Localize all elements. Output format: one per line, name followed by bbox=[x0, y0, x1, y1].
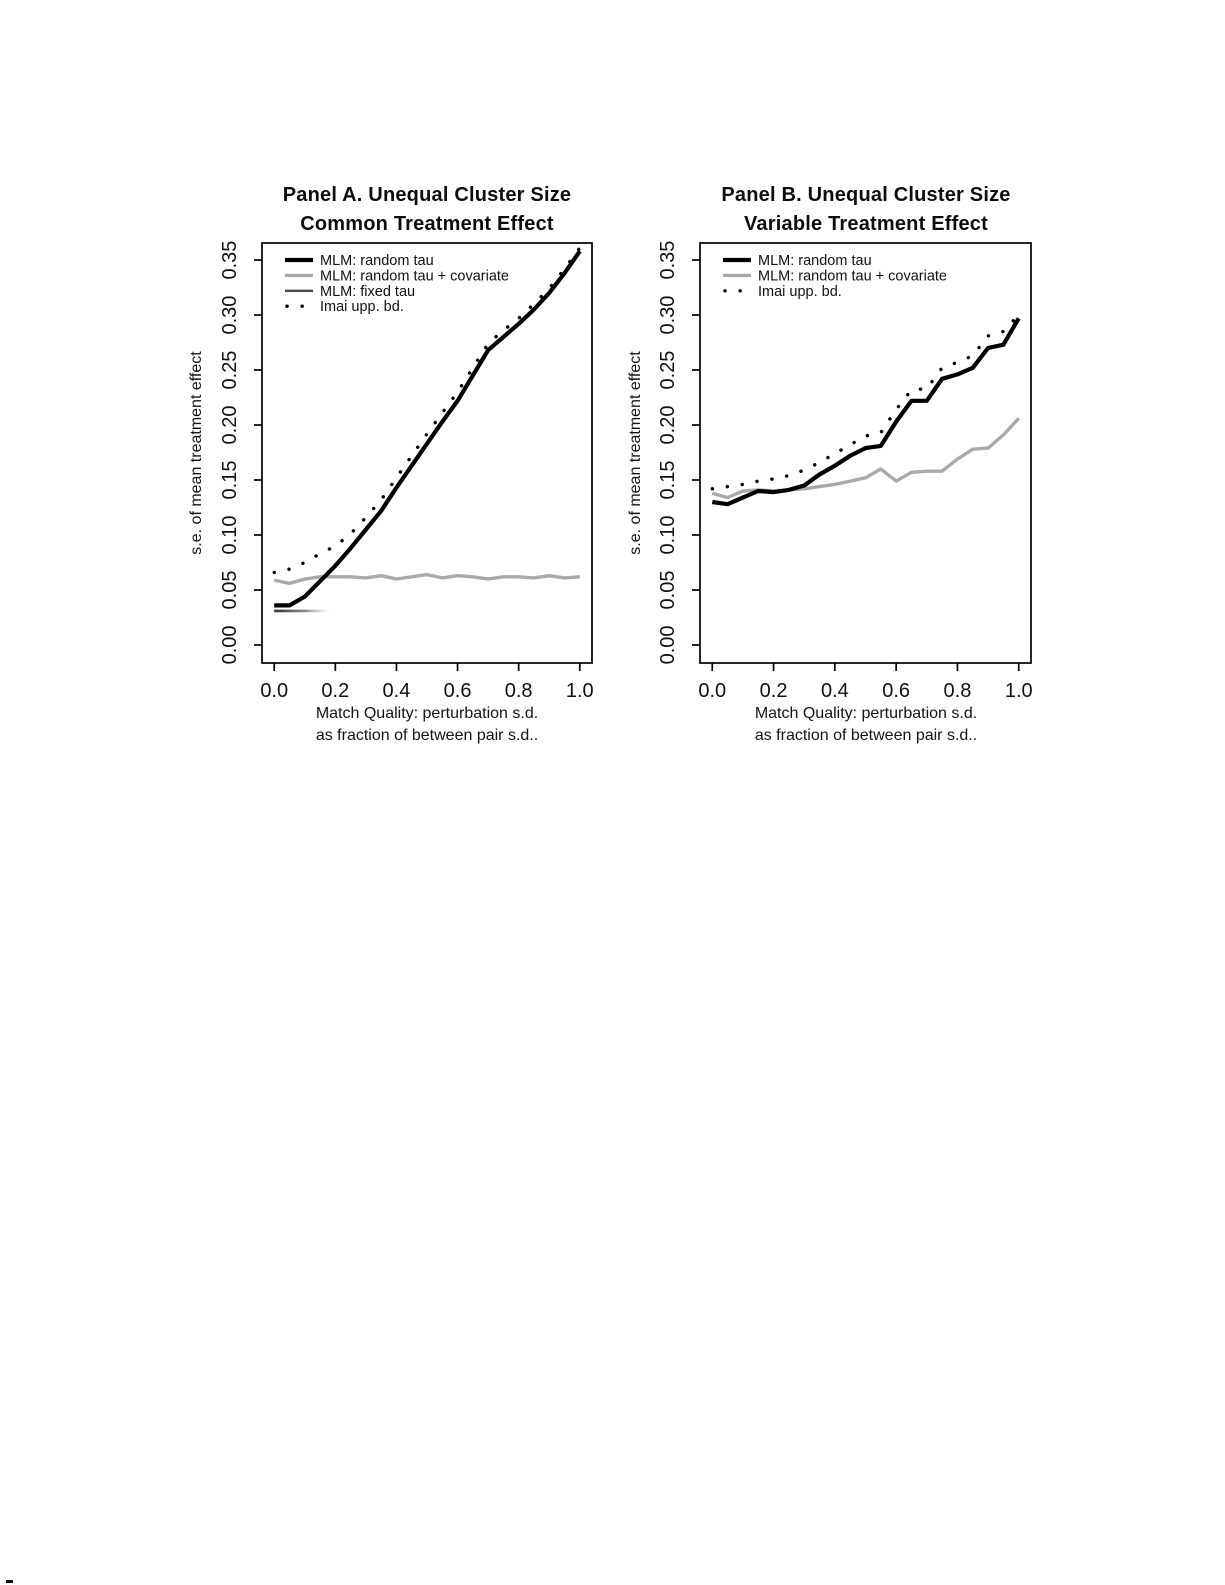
panel-b-x-axis-label-line2: as fraction of between pair s.d.. bbox=[754, 726, 978, 744]
panel-a-x-axis-label: Match Quality: perturbation s.d. as frac… bbox=[232, 703, 622, 746]
x-tick-label: 0.6 bbox=[882, 680, 910, 702]
y-tick-label: 0.05 bbox=[219, 571, 241, 610]
y-tick-label: 0.20 bbox=[219, 406, 241, 445]
series-mlm-random-tau bbox=[712, 317, 1021, 507]
panel-a-plot-area: 0.0 0.2 0.4 0.6 0.8 1.0 0.00 0.05 0.10 0.15 0.20 0.… bbox=[219, 241, 594, 702]
panel-b-plot-area: 0.0 0.2 0.4 0.6 0.8 1.0 0.00 0.05 0.10 0.15 0.20 0.… bbox=[657, 241, 1033, 702]
y-tick-label: 0.00 bbox=[657, 625, 679, 664]
x-tick-label: 1.0 bbox=[1005, 680, 1033, 702]
x-tick-label: 1.0 bbox=[566, 680, 594, 702]
x-tick-label: 0.2 bbox=[321, 680, 349, 702]
x-tick-label: 0.4 bbox=[821, 680, 849, 702]
x-tick-label: 0.8 bbox=[505, 680, 533, 702]
panel-a-title-line2: Common Treatment Effect bbox=[300, 213, 554, 235]
y-tick-label: 0.10 bbox=[219, 516, 241, 555]
panel-b-x-axis-label: Match Quality: perturbation s.d. as frac… bbox=[671, 703, 1061, 746]
y-tick-label: 0.15 bbox=[657, 461, 679, 500]
x-tick-label: 0.8 bbox=[944, 680, 972, 702]
legend-label: MLM: random tau bbox=[320, 253, 434, 269]
x-tick-label: 0.4 bbox=[383, 680, 411, 702]
y-tick-label: 0.10 bbox=[657, 516, 679, 555]
y-tick-label: 0.25 bbox=[657, 351, 679, 390]
y-tick-label: 0.05 bbox=[657, 571, 679, 610]
panel-b-title: Panel B. Unequal Cluster Size Variable T… bbox=[671, 181, 1061, 239]
y-tick-label: 0.25 bbox=[219, 351, 241, 390]
x-tick-label: 0.0 bbox=[260, 680, 288, 702]
panel-b-y-axis-label: s.e. of mean treatment effect bbox=[627, 351, 644, 555]
legend-label: MLM: random tau bbox=[758, 253, 872, 269]
panel-a-title-line1: Panel A. Unequal Cluster Size bbox=[282, 184, 572, 206]
y-tick-label: 0.35 bbox=[657, 241, 679, 280]
series-imai-upp-bd bbox=[272, 246, 582, 575]
x-tick-label: 0.6 bbox=[444, 680, 472, 702]
legend-label: MLM: fixed tau bbox=[320, 284, 415, 300]
panel-a-title: Panel A. Unequal Cluster Size Common Tre… bbox=[232, 181, 622, 239]
ink-speck bbox=[6, 1580, 13, 1583]
panel-b-title-line2: Variable Treatment Effect bbox=[744, 213, 988, 235]
legend-label: MLM: random tau + covariate bbox=[320, 268, 509, 284]
legend-label: MLM: random tau + covariate bbox=[758, 268, 947, 284]
y-tick-label: 0.30 bbox=[657, 296, 679, 335]
plot-box bbox=[261, 242, 593, 664]
series-imai-upp-bd bbox=[710, 313, 1021, 491]
y-tick-label: 0.30 bbox=[219, 296, 241, 335]
plot-box bbox=[699, 242, 1032, 664]
series-mlm-random-tau bbox=[274, 250, 582, 608]
y-tick-label: 0.15 bbox=[219, 461, 241, 500]
panel-b-title-line1: Panel B. Unequal Cluster Size bbox=[721, 184, 1011, 206]
y-tick-label: 0.00 bbox=[219, 625, 241, 664]
series-mlm-random-tau-covariate bbox=[711, 417, 1020, 500]
y-tick-label: 0.35 bbox=[219, 241, 241, 280]
y-tick-label: 0.20 bbox=[657, 406, 679, 445]
x-tick-label: 0.0 bbox=[698, 680, 726, 702]
legend-label: Imai upp. bd. bbox=[320, 299, 404, 315]
legend-label: Imai upp. bd. bbox=[758, 284, 842, 300]
panel-a-x-axis-label-line2: as fraction of between pair s.d.. bbox=[315, 726, 539, 744]
panel-a-x-axis-label-line1: Match Quality: perturbation s.d. bbox=[315, 705, 539, 722]
x-tick-label: 0.2 bbox=[760, 680, 788, 702]
panel-b-x-axis-label-line1: Match Quality: perturbation s.d. bbox=[754, 705, 978, 722]
